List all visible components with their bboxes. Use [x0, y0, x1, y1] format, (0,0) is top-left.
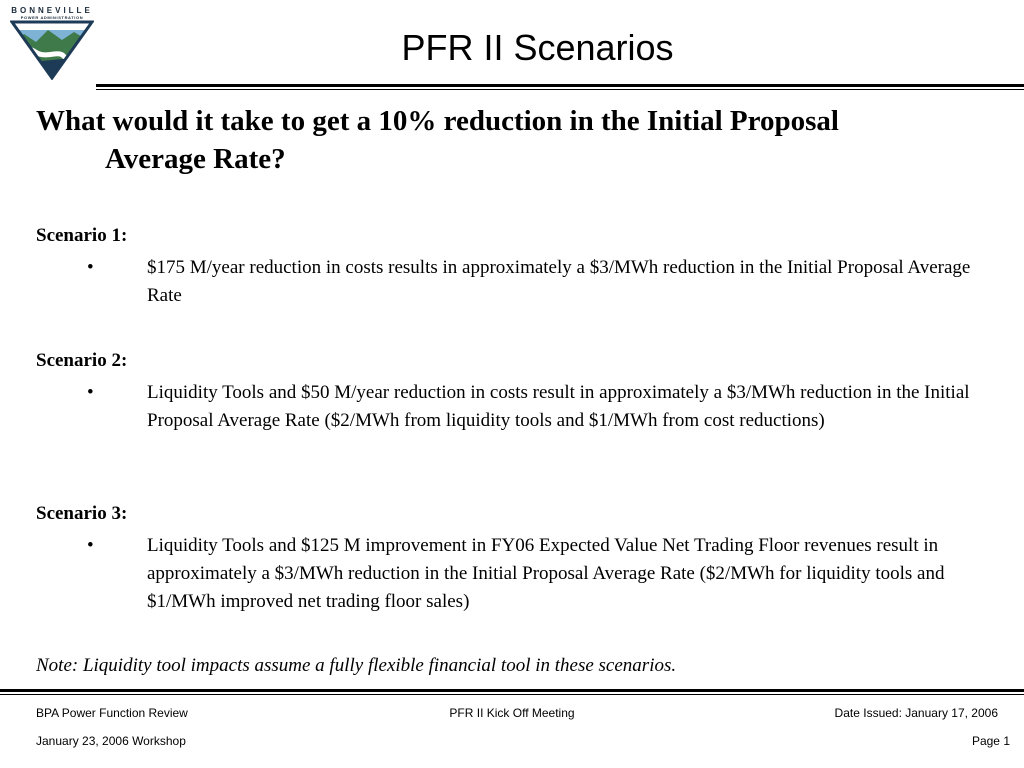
header-rule-thick — [96, 84, 1024, 87]
scenario-2-label: Scenario 2: — [36, 350, 128, 371]
footer-rule-thick — [0, 689, 1024, 692]
page-title: PFR II Scenarios — [401, 27, 674, 68]
question-line1: What would it take to get a 10% reductio… — [36, 105, 839, 137]
footer-review-name: BPA Power Function Review — [36, 706, 188, 720]
scenario-3-label: Scenario 3: — [36, 503, 128, 524]
main-question: What would it take to get a 10% reductio… — [36, 102, 1004, 178]
question-line2: Average Rate? — [105, 143, 286, 175]
footer-meeting-label: PFR II Kick Off Meeting — [449, 706, 575, 720]
bullet-icon: • — [87, 257, 94, 278]
footer-workshop-date: January 23, 2006 Workshop — [36, 734, 186, 748]
logo-wordmark: BONNEVILLE POWER ADMINISTRATION — [6, 6, 98, 20]
scenario-1-text: $175 M/year reduction in costs results i… — [147, 257, 971, 306]
page-number: Page 1 — [971, 734, 1010, 748]
scenario-3-text: Liquidity Tools and $125 M improvement i… — [147, 535, 945, 612]
logo-line1: BONNEVILLE — [11, 6, 93, 15]
bpa-logo: BONNEVILLE POWER ADMINISTRATION — [6, 6, 98, 80]
logo-line2: POWER ADMINISTRATION — [20, 15, 84, 20]
footer-date-issued: Date Issued: January 17, 2006 — [834, 706, 998, 720]
scenario-1-label: Scenario 1: — [36, 225, 128, 246]
bpa-triangle-logo-icon — [10, 20, 94, 80]
footer-rule-thin — [0, 694, 1024, 695]
footnote: Note: Liquidity tool impacts assume a fu… — [36, 655, 677, 676]
scenario-2-text: Liquidity Tools and $50 M/year reduction… — [147, 382, 970, 431]
bullet-icon: • — [87, 382, 94, 403]
bullet-icon: • — [87, 535, 94, 556]
header-rule-thin — [96, 89, 1024, 90]
footer-meeting-name: PFR II Kick Off Meeting — [0, 706, 1024, 720]
